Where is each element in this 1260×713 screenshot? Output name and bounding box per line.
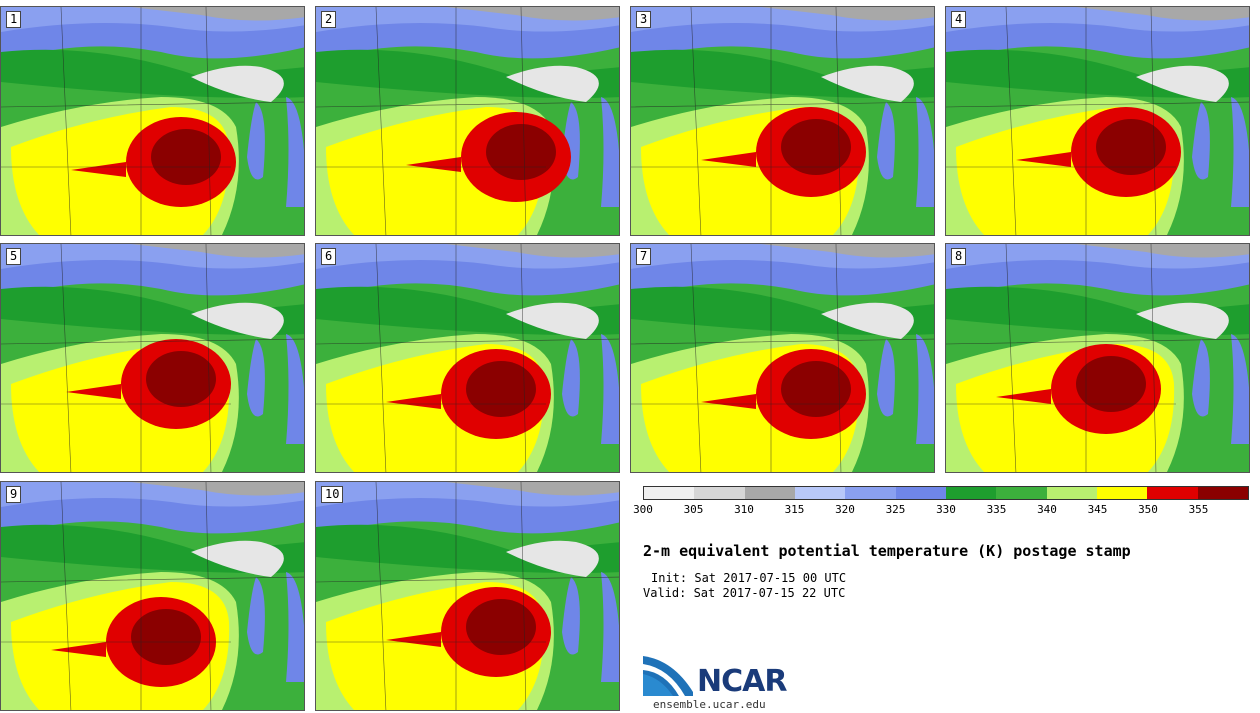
colorbar-tick-label: 335 bbox=[986, 503, 1007, 516]
colorbar-swatch bbox=[845, 487, 896, 499]
colorbar-swatch bbox=[895, 487, 946, 499]
panel-number: 5 bbox=[6, 248, 22, 265]
postage-stamp-panel: 9 bbox=[0, 481, 305, 711]
colorbar-tick-label: 300 bbox=[633, 503, 653, 516]
postage-stamp-panel: 8 bbox=[945, 243, 1250, 473]
postage-stamp-panel: 10 bbox=[315, 481, 620, 711]
colorbar-tick-label: 345 bbox=[1087, 503, 1108, 516]
panel-number: 10 bbox=[321, 486, 344, 503]
colorbar-swatch bbox=[1197, 487, 1248, 499]
colorbar-swatch bbox=[996, 487, 1047, 499]
chart-title: 2-m equivalent potential temperature (K)… bbox=[643, 542, 1131, 560]
postage-stamp-panel: 1 bbox=[0, 6, 305, 236]
postage-stamp-panel: 7 bbox=[630, 243, 935, 473]
panel-number: 4 bbox=[951, 11, 967, 28]
ncar-logo-icon bbox=[643, 656, 693, 696]
colorbar bbox=[643, 486, 1249, 500]
site-url: ensemble.ucar.edu bbox=[653, 698, 766, 711]
panel-number: 1 bbox=[6, 11, 22, 28]
colorbar-swatch bbox=[1147, 487, 1198, 499]
colorbar-swatch bbox=[744, 487, 795, 499]
colorbar-tick-label: 320 bbox=[835, 503, 855, 516]
colorbar-tick-label: 325 bbox=[885, 503, 906, 516]
panel-number: 7 bbox=[636, 248, 652, 265]
colorbar-tick-label: 330 bbox=[936, 503, 956, 516]
ncar-logo-text: NCAR bbox=[697, 664, 787, 699]
colorbar-tick-label: 355 bbox=[1188, 503, 1209, 516]
colorbar-swatch bbox=[1096, 487, 1148, 499]
colorbar-swatch bbox=[644, 487, 695, 499]
colorbar-swatch bbox=[794, 487, 846, 499]
colorbar-tick-label: 310 bbox=[734, 503, 754, 516]
valid-time: Valid: Sat 2017-07-15 22 UTC bbox=[643, 586, 846, 600]
colorbar-tick-label: 315 bbox=[784, 503, 805, 516]
panel-number: 8 bbox=[951, 248, 967, 265]
postage-stamp-panel: 2 bbox=[315, 6, 620, 236]
panel-number: 9 bbox=[6, 486, 22, 503]
colorbar-tick-label: 305 bbox=[683, 503, 704, 516]
postage-stamp-panel: 3 bbox=[630, 6, 935, 236]
init-time: Init: Sat 2017-07-15 00 UTC bbox=[651, 571, 847, 585]
postage-stamp-panel: 4 bbox=[945, 6, 1250, 236]
colorbar-swatch bbox=[945, 487, 997, 499]
colorbar-tick-label: 350 bbox=[1138, 503, 1158, 516]
colorbar-swatch bbox=[1046, 487, 1097, 499]
panel-number: 2 bbox=[321, 11, 337, 28]
colorbar-swatch bbox=[694, 487, 745, 499]
postage-stamp-panel: 5 bbox=[0, 243, 305, 473]
colorbar-tick-label: 340 bbox=[1037, 503, 1057, 516]
panel-number: 3 bbox=[636, 11, 652, 28]
panel-number: 6 bbox=[321, 248, 337, 265]
postage-stamp-panel: 6 bbox=[315, 243, 620, 473]
